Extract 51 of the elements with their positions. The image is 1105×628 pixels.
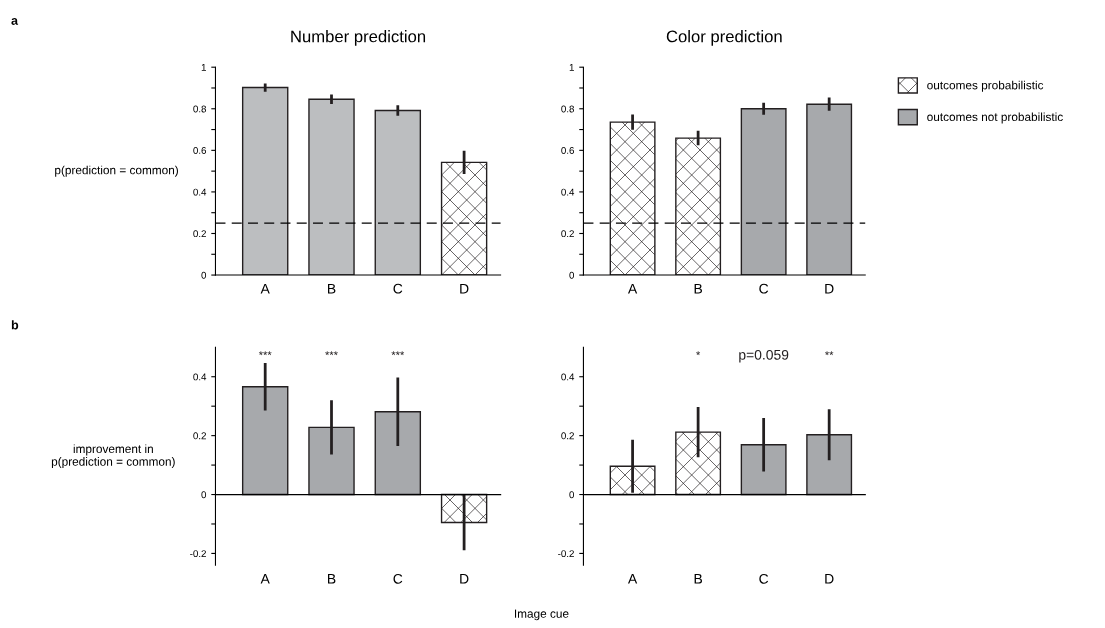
x-tick-label: D — [825, 574, 834, 584]
annotation: ** — [825, 351, 834, 356]
x-tick-label: D — [460, 283, 469, 294]
y-tick-label: 0.2 — [193, 432, 206, 440]
x-tick-label: A — [260, 574, 270, 584]
y-axis-title: improvement in p(prediction = common) — [51, 444, 175, 469]
x-tick-label: A — [627, 283, 638, 294]
x-tick-label: B — [328, 283, 336, 294]
annotation: *** — [258, 351, 272, 356]
y-tick-label: 0.4 — [193, 188, 207, 196]
annotation: *** — [391, 351, 405, 356]
x-tick-label: D — [825, 283, 834, 294]
annotation: p=0.059 — [739, 349, 789, 363]
y-axis-title: p(prediction = common) — [55, 165, 178, 177]
x-tick-label: C — [393, 283, 403, 294]
y-tick-label: 0.4 — [561, 373, 575, 381]
y-tick-label: 1 — [569, 64, 574, 71]
annotation: *** — [325, 351, 338, 356]
x-tick-label: C — [759, 283, 769, 294]
x-tick-label: D — [460, 574, 469, 584]
y-tick-label: 0 — [201, 271, 207, 279]
y-tick-label: -0.2 — [558, 550, 574, 558]
x-tick-label: B — [694, 574, 703, 584]
y-tick-label: 0.6 — [561, 147, 574, 154]
y-tick-label: 0.2 — [561, 432, 574, 440]
text: a — [11, 18, 19, 25]
y-tick-label: 0 — [569, 491, 575, 499]
legend-label: outcomes not probabilistic — [927, 112, 1063, 124]
y-tick-label: 0.4 — [193, 373, 207, 381]
legend-label: outcomes probabilistic — [927, 80, 1044, 92]
chart-title: Number prediction — [291, 30, 426, 46]
annotation: * — [696, 351, 701, 356]
x-tick-label: C — [393, 573, 403, 584]
x-tick-label: C — [759, 573, 769, 584]
x-tick-label: A — [627, 574, 638, 584]
y-tick-label: 0 — [201, 491, 207, 499]
y-tick-label: 0.8 — [561, 105, 574, 113]
y-tick-label: 0.8 — [193, 105, 207, 113]
x-tick-label: A — [260, 283, 270, 294]
x-tick-label: B — [328, 574, 336, 584]
y-tick-label: 0.2 — [193, 230, 206, 238]
y-tick-label: 0.2 — [561, 230, 574, 238]
x-tick-label: B — [694, 283, 703, 294]
x-axis-title: Image cue — [514, 609, 569, 621]
y-tick-label: 0.4 — [561, 188, 575, 196]
chart-title: Color prediction — [666, 30, 782, 46]
text: b — [11, 320, 19, 330]
y-tick-label: 1 — [201, 64, 206, 71]
y-tick-label: -0.2 — [190, 550, 206, 558]
y-tick-label: 0.6 — [193, 147, 207, 154]
y-tick-label: 0 — [569, 271, 575, 279]
